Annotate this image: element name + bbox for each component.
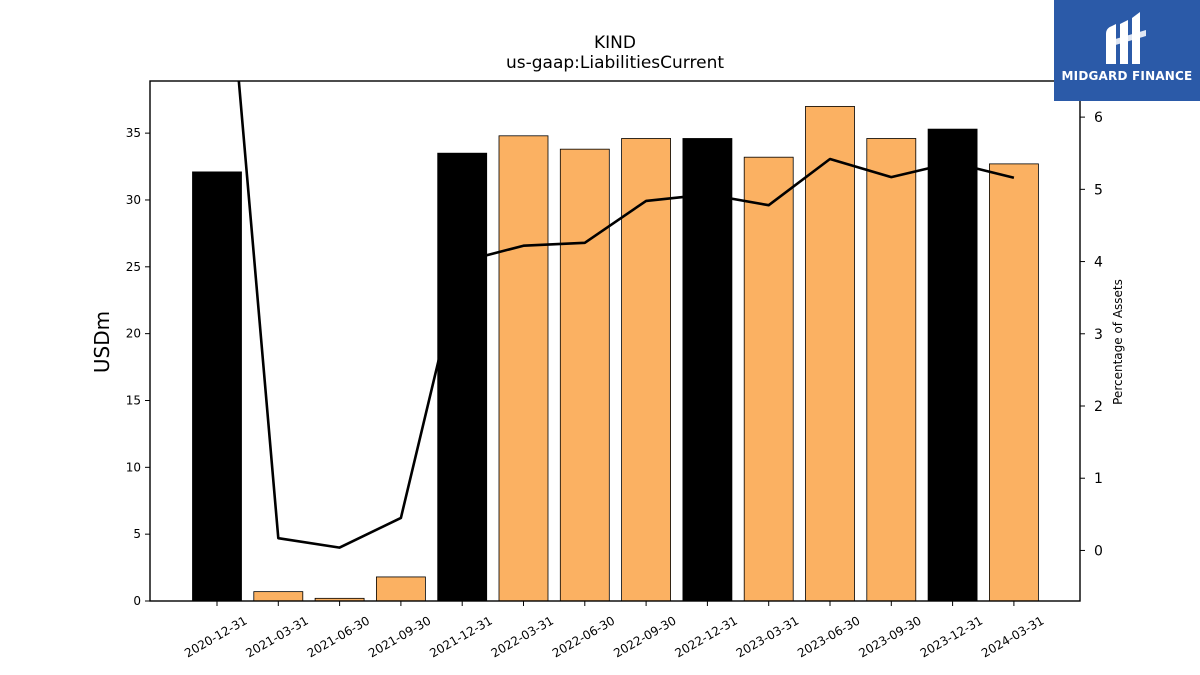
- x-tick-label-2023-09-30: 2023-09-30: [856, 613, 923, 660]
- x-tick-label-2022-06-30: 2022-06-30: [550, 613, 617, 660]
- y-tick-label-0: 0: [133, 594, 141, 608]
- x-tick-label-2021-03-31: 2021-03-31: [243, 613, 310, 660]
- bar-2023-12-31: [927, 128, 978, 602]
- x-tick-label-2023-03-31: 2023-03-31: [734, 613, 801, 660]
- bar-2022-03-31: [498, 135, 549, 602]
- x-tick-label-2021-12-31: 2021-12-31: [427, 613, 494, 660]
- x-tick-label-2024-03-31: 2024-03-31: [979, 613, 1046, 660]
- y-tick-label-10: 10: [126, 460, 141, 474]
- x-tick-label-2020-12-31: 2020-12-31: [182, 613, 249, 660]
- bar-2020-12-31: [192, 171, 242, 602]
- y-tick-label-5: 5: [133, 527, 141, 541]
- percentage-line: [237, 81, 1015, 549]
- bar-2024-03-31: [989, 163, 1039, 602]
- y2-tick-label-4: 4: [1094, 255, 1103, 271]
- bars: [192, 105, 1039, 602]
- y-axis-label: USDm: [90, 311, 114, 373]
- midgard-finance-logo: MIDGARD FINANCE: [1054, 0, 1200, 101]
- y2-tick-label-1: 1: [1094, 471, 1103, 487]
- bar-2022-06-30: [559, 148, 610, 602]
- y2-tick-label-0: 0: [1094, 543, 1103, 559]
- plot-frame: [149, 80, 1081, 602]
- bar-2021-03-31: [253, 591, 304, 602]
- y2-tick-label-5: 5: [1094, 182, 1103, 198]
- y2-tick-label-2: 2: [1094, 399, 1103, 415]
- x-tick-label-2021-06-30: 2021-06-30: [305, 613, 372, 660]
- logo-text: MIDGARD FINANCE: [1061, 69, 1193, 83]
- chart-subtitle: us-gaap:LiabilitiesCurrent: [506, 53, 724, 73]
- x-tick-label-2021-09-30: 2021-09-30: [366, 613, 433, 660]
- x-tick-label-2022-03-31: 2022-03-31: [489, 613, 556, 660]
- y2-axis-label: Percentage of Assets: [1111, 279, 1125, 405]
- x-tick-label-2022-12-31: 2022-12-31: [672, 613, 739, 660]
- logo-mark-icon: [1106, 12, 1146, 64]
- x-tick-label-2023-12-31: 2023-12-31: [918, 613, 985, 660]
- line-layer: [237, 81, 1015, 549]
- bar-2021-12-31: [437, 152, 488, 602]
- x-tick-label-2023-06-30: 2023-06-30: [795, 613, 862, 660]
- bar-2023-06-30: [805, 105, 855, 602]
- y-tick-label-20: 20: [126, 327, 141, 341]
- chart-title: KIND: [594, 33, 636, 53]
- y-tick-label-35: 35: [126, 126, 141, 140]
- y2-tick-label-6: 6: [1094, 110, 1103, 126]
- bar-2022-12-31: [682, 138, 733, 602]
- bar-2022-09-30: [621, 138, 671, 602]
- y-tick-label-15: 15: [126, 393, 141, 407]
- x-tick-label-2022-09-30: 2022-09-30: [611, 613, 678, 660]
- y-tick-label-25: 25: [126, 260, 141, 274]
- y-tick-label-30: 30: [126, 193, 141, 207]
- bar-2021-09-30: [375, 576, 426, 602]
- bar-2023-09-30: [866, 138, 917, 602]
- bar-2023-03-31: [743, 156, 794, 602]
- y2-tick-label-3: 3: [1094, 327, 1103, 343]
